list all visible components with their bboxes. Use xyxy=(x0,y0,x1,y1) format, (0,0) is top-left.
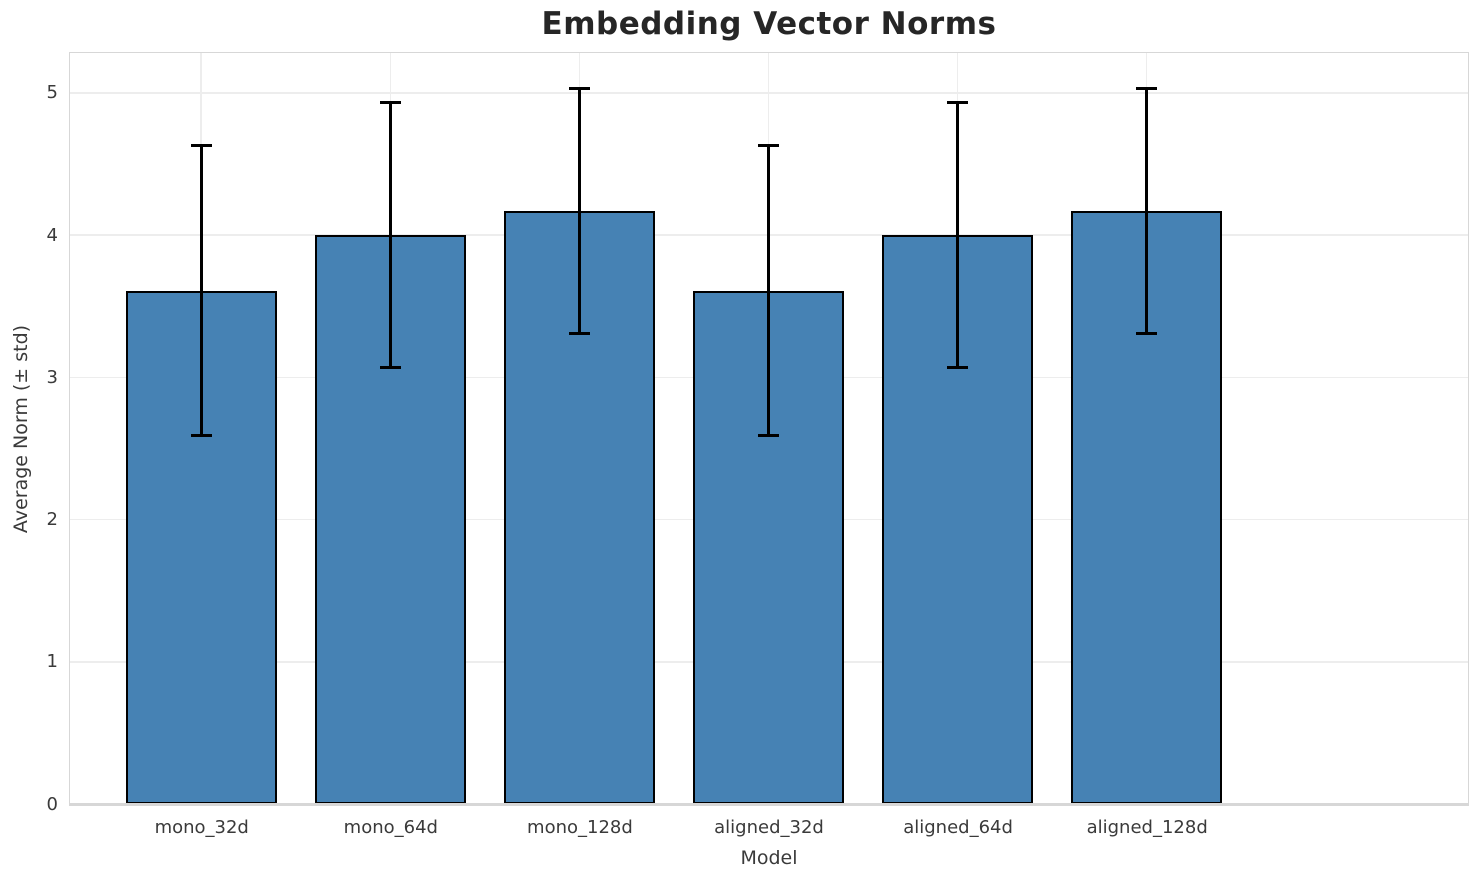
errorbar-cap-bottom-aligned_32d xyxy=(758,434,779,438)
x-axis-label: Model xyxy=(740,847,798,869)
chart-title: Embedding Vector Norms xyxy=(541,6,997,42)
errorbar-cap-bottom-aligned_64d xyxy=(947,365,969,369)
errorbar-cap-top-aligned_128d xyxy=(1136,87,1158,91)
plot-area xyxy=(69,52,1469,806)
errorbar-cap-bottom-mono_32d xyxy=(190,434,212,438)
ytick-label-1: 1 xyxy=(46,651,58,673)
bar-aligned_64d xyxy=(881,235,1034,804)
errorbar-mono_64d xyxy=(388,102,392,368)
errorbar-aligned_32d xyxy=(767,145,770,436)
ytick-label-3: 3 xyxy=(46,366,58,388)
xtick-label-aligned_128d: aligned_128d xyxy=(1086,817,1208,838)
y-axis-label: Average Norm (± std) xyxy=(10,324,32,534)
errorbar-mono_128d xyxy=(577,88,581,334)
errorbar-cap-top-mono_128d xyxy=(568,87,590,91)
xtick-label-aligned_32d: aligned_32d xyxy=(714,817,824,838)
errorbar-cap-bottom-mono_64d xyxy=(379,365,401,369)
xtick-label-aligned_64d: aligned_64d xyxy=(903,817,1013,838)
errorbar-aligned_128d xyxy=(1145,88,1149,334)
xtick-label-mono_128d: mono_128d xyxy=(527,817,633,838)
x-axis-spine xyxy=(70,803,1468,805)
errorbar-cap-bottom-mono_128d xyxy=(568,331,590,335)
xtick-label-mono_32d: mono_32d xyxy=(154,817,249,838)
ytick-label-5: 5 xyxy=(46,82,58,104)
xtick-label-mono_64d: mono_64d xyxy=(343,817,438,838)
errorbar-cap-top-aligned_64d xyxy=(947,101,969,105)
ytick-label-4: 4 xyxy=(46,224,58,246)
errorbar-cap-top-mono_64d xyxy=(379,101,401,105)
errorbar-aligned_64d xyxy=(956,102,960,368)
errorbar-cap-top-aligned_32d xyxy=(758,143,779,147)
errorbar-cap-top-mono_32d xyxy=(190,143,212,147)
errorbar-mono_32d xyxy=(199,145,203,436)
ytick-label-2: 2 xyxy=(46,509,58,531)
ytick-label-0: 0 xyxy=(46,793,58,815)
errorbar-cap-bottom-aligned_128d xyxy=(1136,331,1158,335)
